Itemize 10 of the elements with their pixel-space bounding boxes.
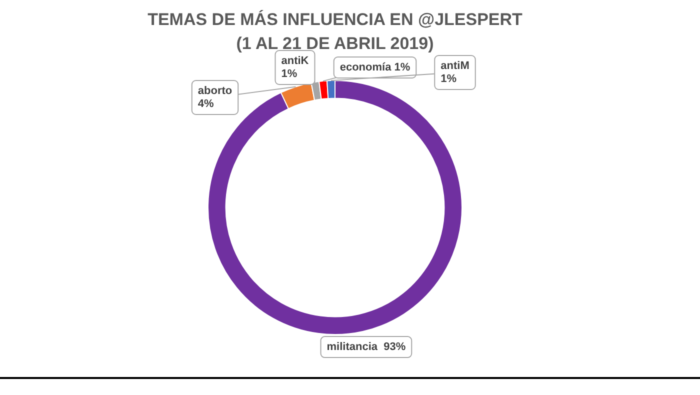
data-label: 4% xyxy=(198,98,214,110)
chart-title: TEMAS DE MÁS INFLUENCIA EN @JLESPERT xyxy=(146,9,524,31)
data-label: 1% xyxy=(281,68,298,80)
slice-label: antiK xyxy=(281,55,309,68)
slice-label: antiM xyxy=(440,60,470,72)
slice-label: aborto xyxy=(198,85,232,98)
data-label: 1% xyxy=(440,73,457,86)
chart-subtitle: (1 AL 21 DE ABRIL 2019) xyxy=(235,33,435,55)
slice-label: economía 1% xyxy=(340,62,410,74)
slice-label: militancia 93% xyxy=(326,341,406,354)
